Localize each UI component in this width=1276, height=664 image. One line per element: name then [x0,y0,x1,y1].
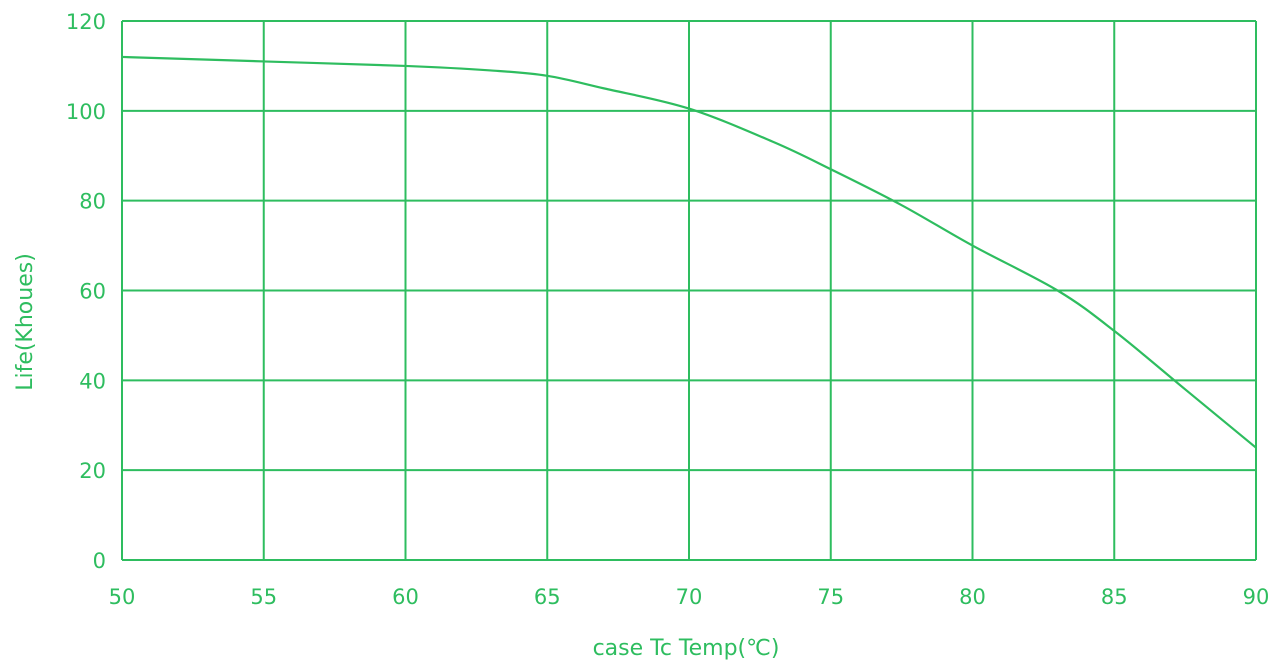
x-tick-label: 70 [676,585,703,609]
x-tick-label: 85 [1101,585,1128,609]
x-tick-label: 50 [109,585,136,609]
x-tick-label: 75 [817,585,844,609]
y-tick-label: 20 [79,459,106,483]
tick-labels: 50 55 60 65 70 75 80 85 90 0 20 40 60 80 100 120 [66,10,1269,609]
y-axis-title: Life(Khoues) [13,253,38,391]
x-tick-label: 80 [959,585,986,609]
y-tick-label: 60 [79,280,106,304]
y-tick-label: 40 [79,369,106,393]
grid [122,21,1256,560]
x-tick-label: 65 [534,585,561,609]
x-tick-label: 90 [1243,585,1270,609]
x-tick-label: 55 [250,585,277,609]
x-tick-label: 60 [392,585,419,609]
y-tick-label: 0 [93,549,106,573]
y-tick-label: 100 [66,100,106,124]
x-axis-title: case Tc Temp(℃) [593,636,780,661]
y-tick-label: 120 [66,10,106,34]
y-tick-label: 80 [79,190,106,214]
